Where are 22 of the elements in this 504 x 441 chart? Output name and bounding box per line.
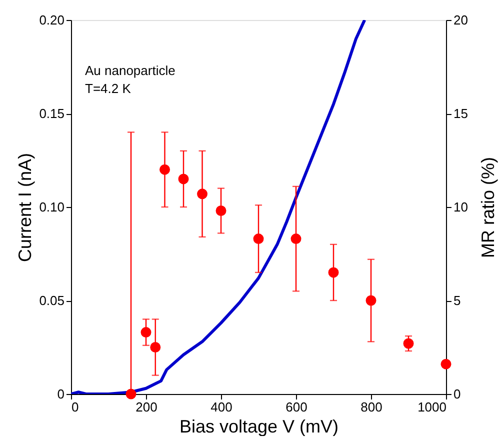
y2-axis-title: MR ratio (%) <box>478 156 498 258</box>
y2-tick-label: 5 <box>454 293 461 308</box>
x-tick-label: 0 <box>72 400 79 414</box>
x-tick-label: 400 <box>210 400 232 414</box>
x-tick-label: 800 <box>360 400 382 414</box>
x-tick-label: 200 <box>136 400 158 414</box>
annotation: Au nanoparticle <box>85 63 176 78</box>
y2-tick-label: 20 <box>454 12 468 28</box>
y-tick-label: 0.15 <box>39 106 64 121</box>
y2-tick-label: 15 <box>454 106 468 121</box>
y-tick-label: 0 <box>57 386 64 402</box>
y2-tick-label: 10 <box>454 200 468 214</box>
y-tick-label: 0.20 <box>39 12 64 28</box>
y2-tick-label: 0 <box>454 386 461 402</box>
x-tick-label: 1000 <box>418 400 446 414</box>
y-tick-label: 0.05 <box>39 293 64 308</box>
point <box>440 358 452 370</box>
x-tick-label: 600 <box>286 400 308 414</box>
y-tick-label: 0.10 <box>39 200 64 214</box>
x-axis-title: Bias voltage V (mV) <box>179 416 339 436</box>
annotation: T=4.2 K <box>85 81 132 96</box>
y-axis-title: Current I (nA) <box>15 152 36 262</box>
